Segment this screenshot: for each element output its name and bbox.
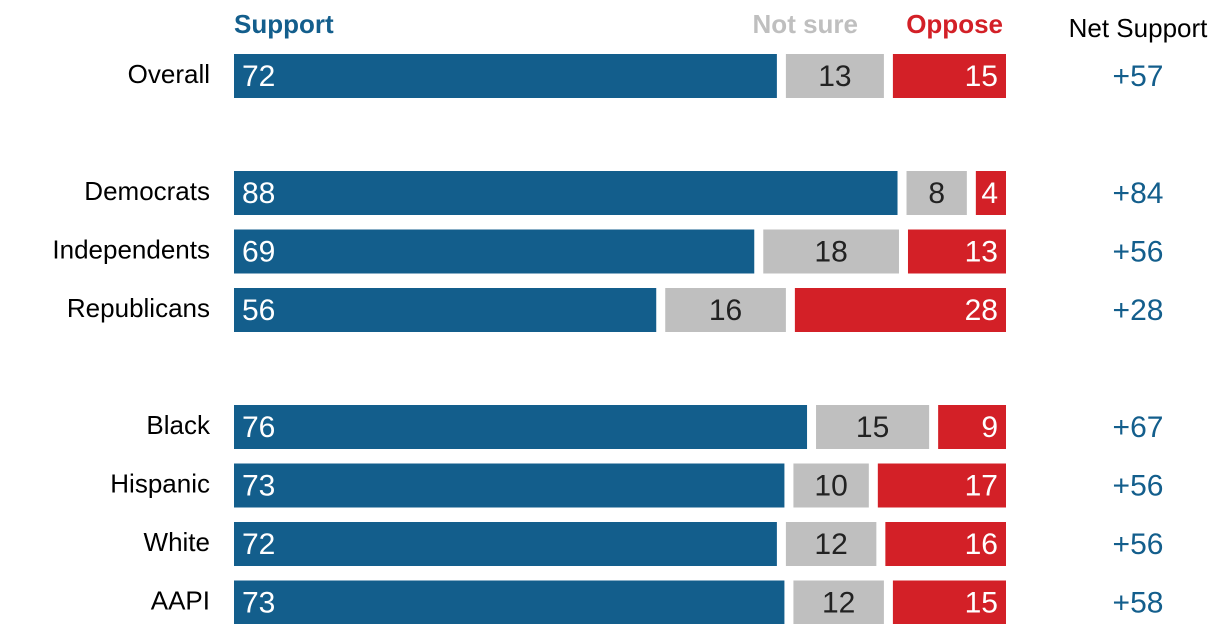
bar-segment [785, 522, 877, 566]
bar-segment [665, 288, 786, 332]
value-label: 72 [242, 528, 275, 561]
value-label: 73 [242, 586, 275, 619]
category-label: Hispanic [110, 468, 210, 498]
value-label: 73 [242, 469, 275, 502]
value-label: 12 [814, 528, 847, 561]
value-label: 13 [818, 60, 851, 93]
net-label: +56 [1113, 235, 1164, 268]
value-label: 10 [814, 469, 847, 502]
value-label: 4 [981, 177, 998, 210]
value-label: 16 [709, 294, 742, 327]
bar-segment [785, 54, 884, 98]
value-label: 15 [965, 586, 998, 619]
bar-segment [975, 171, 1006, 215]
bar-segment [793, 463, 869, 508]
value-label: 18 [814, 235, 847, 268]
value-label: 17 [965, 469, 998, 502]
bar-segment [892, 580, 1006, 624]
value-label: 12 [822, 586, 855, 619]
bar-segment [793, 580, 884, 624]
bar-segment [892, 54, 1006, 98]
legend-label: Oppose [906, 9, 1003, 39]
bar-segment [763, 229, 899, 274]
bar-segment [877, 463, 1006, 508]
value-label: 88 [242, 177, 275, 210]
bar-segment [906, 171, 967, 215]
bar-segment [234, 405, 808, 449]
net-header: Net Support [1069, 13, 1209, 43]
category-label: AAPI [151, 585, 210, 615]
bar-segment [234, 54, 777, 98]
value-label: 8 [928, 177, 945, 210]
bar-segment [234, 522, 777, 566]
value-label: 72 [242, 60, 275, 93]
value-label: 13 [965, 235, 998, 268]
bar-segment [816, 405, 930, 449]
bar-segment [234, 171, 898, 215]
bar-segment [234, 288, 657, 332]
bar-segment [938, 405, 1006, 449]
bar-segment [907, 229, 1006, 274]
bar-segment [234, 229, 755, 274]
category-label: Republicans [67, 293, 210, 323]
value-label: 15 [965, 60, 998, 93]
value-label: 16 [965, 528, 998, 561]
value-label: 56 [242, 294, 275, 327]
value-label: 15 [856, 411, 889, 444]
net-label: +56 [1113, 469, 1164, 502]
net-label: +84 [1113, 177, 1164, 210]
value-label: 28 [965, 294, 998, 327]
net-label: +56 [1113, 528, 1164, 561]
value-label: 76 [242, 411, 275, 444]
bar-segment [794, 288, 1006, 332]
net-label: +28 [1113, 294, 1164, 327]
net-label: +57 [1113, 60, 1164, 93]
net-label: +67 [1113, 411, 1164, 444]
category-label: White [144, 527, 210, 557]
net-label: +58 [1113, 586, 1164, 619]
value-label: 69 [242, 235, 275, 268]
bar-segment [885, 522, 1006, 566]
category-label: Black [146, 410, 211, 440]
category-label: Independents [52, 234, 210, 264]
category-label: Overall [128, 59, 210, 89]
bar-segment [234, 463, 785, 508]
legend-label: Support [234, 9, 334, 39]
legend-label: Not sure [753, 9, 858, 39]
bar-segment [234, 580, 785, 624]
category-label: Democrats [84, 176, 210, 206]
value-label: 9 [981, 411, 998, 444]
